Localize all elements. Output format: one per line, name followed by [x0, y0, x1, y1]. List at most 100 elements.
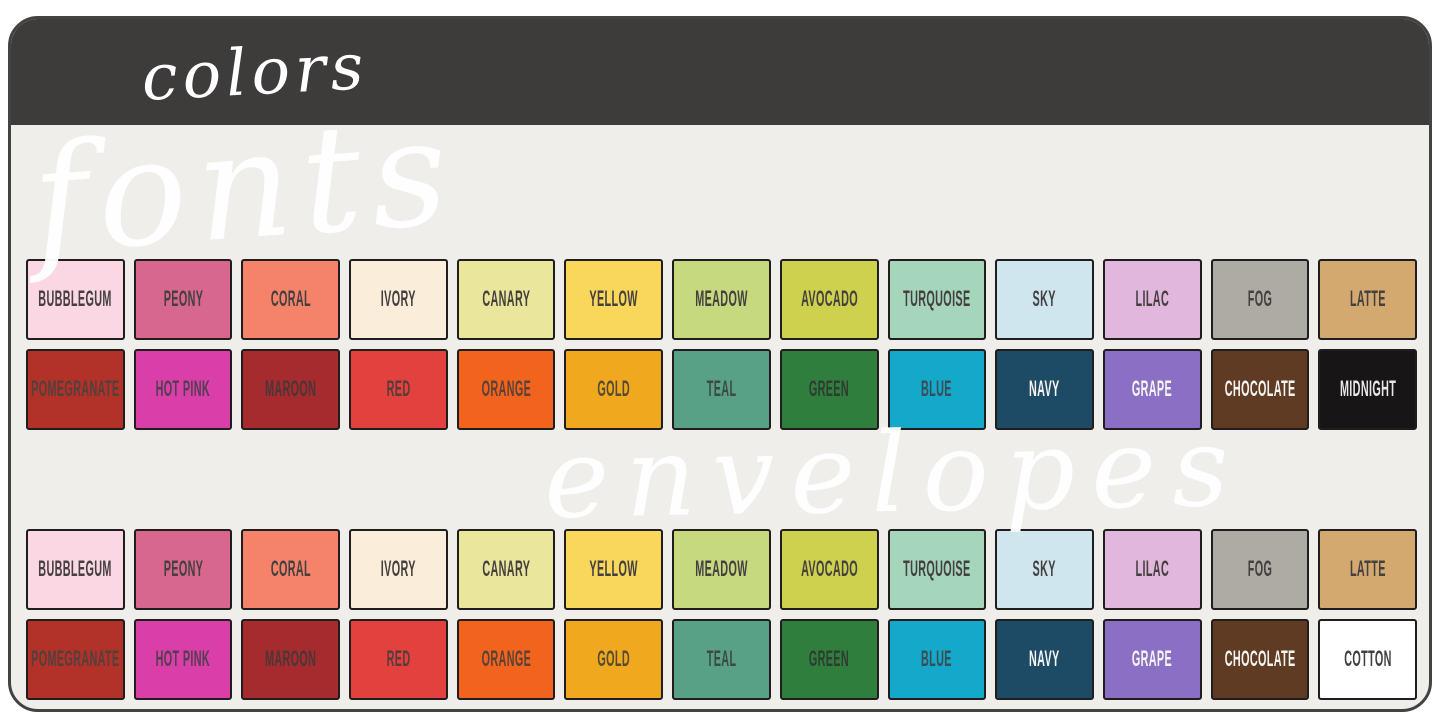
- color-swatch-label: GOLD: [597, 647, 631, 672]
- color-swatch-maroon[interactable]: MAROON: [241, 619, 341, 700]
- color-swatch-canary[interactable]: CANARY: [456, 529, 556, 610]
- color-swatch-peony[interactable]: PEONY: [133, 529, 233, 610]
- color-swatch-label: LATTE: [1349, 557, 1386, 582]
- color-swatch-sky[interactable]: SKY: [995, 529, 1094, 610]
- color-swatch-label: LILAC: [1135, 557, 1170, 582]
- color-swatch-label: CORAL: [270, 287, 311, 312]
- card-header: colors: [11, 19, 1429, 125]
- color-swatch-grape[interactable]: GRAPE: [1102, 349, 1202, 430]
- color-swatch-label: MAROON: [265, 647, 317, 672]
- color-swatch-green[interactable]: GREEN: [779, 619, 879, 700]
- color-swatch-ivory[interactable]: IVORY: [349, 529, 448, 610]
- color-swatch-green[interactable]: GREEN: [779, 349, 879, 430]
- color-swatch-label: GRAPE: [1132, 647, 1173, 672]
- color-swatch-label: FOG: [1247, 287, 1273, 312]
- color-swatch-label: TEAL: [706, 377, 737, 402]
- color-swatch-label: TEAL: [706, 647, 737, 672]
- color-swatch-label: TURQUOISE: [903, 557, 971, 582]
- color-swatch-label: POMEGRANATE: [31, 647, 120, 672]
- color-swatch-pomegranate[interactable]: POMEGRANATE: [26, 619, 125, 700]
- color-swatch-label: RED: [386, 377, 411, 402]
- color-swatch-label: GRAPE: [1132, 377, 1173, 402]
- color-swatch-label: BLUE: [921, 647, 953, 672]
- color-swatch-navy[interactable]: NAVY: [995, 619, 1094, 700]
- color-swatch-turquoise[interactable]: TURQUOISE: [887, 529, 987, 610]
- color-swatch-sky[interactable]: SKY: [995, 259, 1094, 340]
- color-swatch-label: ORANGE: [481, 647, 531, 672]
- color-swatch-label: GREEN: [809, 647, 850, 672]
- color-swatch-blue[interactable]: BLUE: [887, 349, 987, 430]
- color-swatch-navy[interactable]: NAVY: [995, 349, 1094, 430]
- color-swatch-label: GOLD: [597, 377, 631, 402]
- color-swatch-gold[interactable]: GOLD: [564, 619, 664, 700]
- color-swatch-label: IVORY: [380, 287, 416, 312]
- color-swatch-avocado[interactable]: AVOCADO: [779, 259, 879, 340]
- page-title: colors: [139, 30, 371, 116]
- swatch-row-dark-set1: POMEGRANATE HOT PINK MAROON RED ORANGE GOLD TE…: [26, 349, 1417, 430]
- color-swatch-label: PEONY: [163, 557, 203, 582]
- color-swatch-hot-pink[interactable]: HOT PINK: [133, 349, 233, 430]
- color-swatch-label: ORANGE: [481, 377, 531, 402]
- color-swatch-label: BLUE: [921, 377, 953, 402]
- color-swatch-label: AVOCADO: [800, 287, 858, 312]
- color-swatch-label: SKY: [1032, 287, 1057, 312]
- color-swatch-label: YELLOW: [589, 557, 638, 582]
- color-swatch-label: POMEGRANATE: [31, 377, 120, 402]
- color-swatch-fog[interactable]: FOG: [1210, 529, 1310, 610]
- color-swatch-orange[interactable]: ORANGE: [456, 349, 556, 430]
- color-swatch-chocolate[interactable]: CHOCOLATE: [1210, 619, 1310, 700]
- color-swatch-label: MIDNIGHT: [1339, 377, 1396, 402]
- color-swatch-label: HOT PINK: [155, 377, 211, 402]
- color-swatch-coral[interactable]: CORAL: [241, 529, 341, 610]
- color-swatch-label: NAVY: [1029, 377, 1060, 402]
- color-swatch-label: CANARY: [482, 557, 531, 582]
- color-swatch-fog[interactable]: FOG: [1210, 259, 1310, 340]
- color-swatch-yellow[interactable]: YELLOW: [564, 529, 664, 610]
- color-swatch-blue[interactable]: BLUE: [887, 619, 987, 700]
- color-swatch-lilac[interactable]: LILAC: [1102, 259, 1202, 340]
- color-chart-card: colors BUBBLEGUM PEONY CORAL IVORY CANARY YEL…: [8, 16, 1432, 712]
- color-swatch-yellow[interactable]: YELLOW: [564, 259, 664, 340]
- color-swatch-label: RED: [386, 647, 411, 672]
- color-swatch-grape[interactable]: GRAPE: [1102, 619, 1202, 700]
- color-swatch-maroon[interactable]: MAROON: [241, 349, 341, 430]
- color-swatch-pomegranate[interactable]: POMEGRANATE: [26, 349, 125, 430]
- color-swatch-label: CHOCOLATE: [1224, 647, 1296, 672]
- color-swatch-cotton[interactable]: COTTON: [1318, 619, 1417, 700]
- color-swatch-teal[interactable]: TEAL: [672, 619, 771, 700]
- color-swatch-label: CANARY: [482, 287, 531, 312]
- color-swatch-meadow[interactable]: MEADOW: [672, 259, 771, 340]
- color-swatch-red[interactable]: RED: [349, 619, 448, 700]
- color-swatch-label: YELLOW: [589, 287, 638, 312]
- color-swatch-label: TURQUOISE: [903, 287, 971, 312]
- color-swatch-red[interactable]: RED: [349, 349, 448, 430]
- color-swatch-label: FOG: [1247, 557, 1273, 582]
- color-swatch-turquoise[interactable]: TURQUOISE: [887, 259, 987, 340]
- color-swatch-midnight[interactable]: MIDNIGHT: [1318, 349, 1417, 430]
- swatch-row-dark-set2: POMEGRANATE HOT PINK MAROON RED ORANGE GOLD TE…: [26, 619, 1417, 700]
- color-swatch-avocado[interactable]: AVOCADO: [779, 529, 879, 610]
- color-swatch-bubblegum[interactable]: BUBBLEGUM: [26, 259, 125, 340]
- color-swatch-meadow[interactable]: MEADOW: [672, 529, 771, 610]
- color-swatch-chocolate[interactable]: CHOCOLATE: [1210, 349, 1310, 430]
- color-swatch-hot-pink[interactable]: HOT PINK: [133, 619, 233, 700]
- color-swatch-orange[interactable]: ORANGE: [456, 619, 556, 700]
- color-swatch-gold[interactable]: GOLD: [564, 349, 664, 430]
- color-swatch-coral[interactable]: CORAL: [241, 259, 341, 340]
- color-swatch-label: LATTE: [1349, 287, 1386, 312]
- color-swatch-bubblegum[interactable]: BUBBLEGUM: [26, 529, 125, 610]
- color-swatch-latte[interactable]: LATTE: [1318, 529, 1417, 610]
- color-swatch-teal[interactable]: TEAL: [672, 349, 771, 430]
- color-swatch-label: IVORY: [380, 557, 416, 582]
- color-swatch-label: SKY: [1032, 557, 1057, 582]
- color-swatch-label: NAVY: [1029, 647, 1060, 672]
- color-swatch-ivory[interactable]: IVORY: [349, 259, 448, 340]
- color-swatch-latte[interactable]: LATTE: [1318, 259, 1417, 340]
- color-swatch-label: COTTON: [1343, 647, 1392, 672]
- color-swatch-peony[interactable]: PEONY: [133, 259, 233, 340]
- color-swatch-label: HOT PINK: [155, 647, 211, 672]
- swatch-row-light-set2: BUBBLEGUM PEONY CORAL IVORY CANARY YELLOW MEAD…: [26, 529, 1417, 610]
- color-swatch-lilac[interactable]: LILAC: [1102, 529, 1202, 610]
- color-swatch-label: BUBBLEGUM: [38, 287, 113, 312]
- color-swatch-canary[interactable]: CANARY: [456, 259, 556, 340]
